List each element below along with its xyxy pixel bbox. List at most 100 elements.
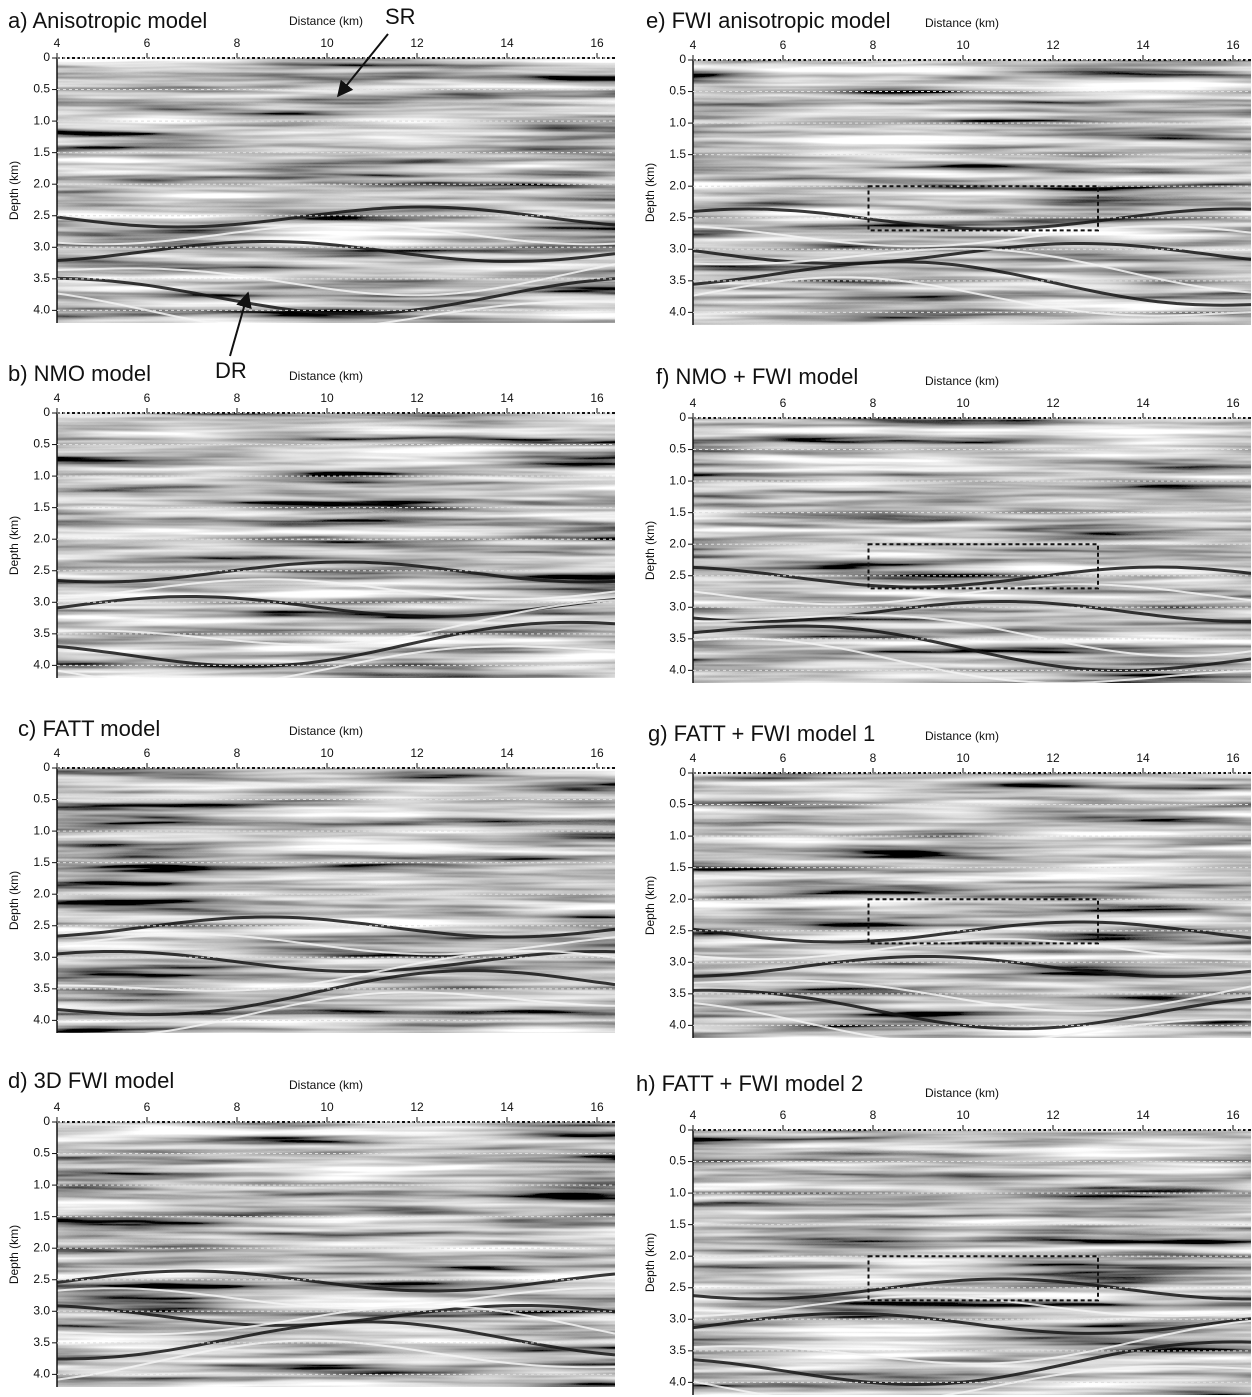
y-tick-label: 0.5: [33, 82, 50, 96]
reflectors: [57, 915, 615, 1033]
seismic-section: [57, 413, 615, 678]
y-axis-label: Depth (km): [7, 516, 21, 575]
x-tick-label: 12: [1046, 396, 1060, 410]
seismic-section: [693, 418, 1251, 683]
panel: h) FATT + FWI model 2 Distance (km) Depth …: [636, 1071, 1251, 1395]
y-tick-label: 3.0: [33, 1303, 50, 1317]
x-tick-label: 16: [1226, 38, 1240, 52]
reflector: [144, 991, 615, 1033]
y-tick-label: 4.0: [669, 1018, 686, 1032]
x-tick-label: 8: [234, 391, 241, 405]
x-tick-label: 12: [410, 746, 424, 760]
reflector: [57, 599, 615, 646]
panel-title: a) Anisotropic model: [8, 8, 207, 33]
y-tick-label: 0: [679, 1122, 686, 1136]
y-axis-label: Depth (km): [643, 163, 657, 222]
panel-title: f) NMO + FWI model: [656, 364, 858, 389]
x-tick-label: 10: [956, 38, 970, 52]
y-tick-label: 0.5: [669, 84, 686, 98]
x-tick-label: 4: [54, 391, 61, 405]
panel-title: d) 3D FWI model: [8, 1068, 174, 1093]
reflector: [693, 988, 1251, 1031]
y-tick-label: 1.5: [33, 145, 50, 159]
reflector: [693, 1340, 1251, 1387]
reflector: [57, 645, 615, 678]
y-tick-label: 2.5: [669, 568, 686, 582]
panel: b) NMO model Distance (km) Depth (km) 4 6 8 10…: [7, 361, 615, 678]
y-tick-label: 2.5: [33, 1272, 50, 1286]
x-tick-label: 12: [1046, 38, 1060, 52]
x-tick-label: 4: [54, 746, 61, 760]
annotation-arrow: [336, 33, 389, 98]
x-tick-label: 12: [410, 36, 424, 50]
reflector: [693, 600, 1251, 623]
y-tick-label: 4.0: [33, 1367, 50, 1381]
y-tick-label: 1.5: [669, 860, 686, 874]
reflector: [693, 1365, 1251, 1395]
y-tick-label: 2.0: [33, 176, 50, 190]
y-tick-label: 3.5: [33, 1335, 50, 1349]
y-tick-label: 2.5: [33, 563, 50, 577]
reflector: [57, 276, 615, 316]
x-tick-label: 6: [144, 1100, 151, 1114]
reflector: [693, 955, 1251, 978]
y-tick-label: 1.5: [669, 505, 686, 519]
reflectors: [57, 1269, 615, 1381]
x-tick-label: 4: [54, 36, 61, 50]
y-tick-label: 0: [43, 760, 50, 774]
x-tick-label: 4: [690, 1108, 697, 1122]
x-tick-label: 6: [780, 38, 787, 52]
y-tick-label: 2.5: [33, 918, 50, 932]
y-tick-label: 4.0: [33, 303, 50, 317]
reflector: [693, 1002, 1251, 1038]
x-tick-label: 8: [234, 746, 241, 760]
reflector: [57, 240, 615, 263]
reflector: [57, 223, 615, 246]
y-tick-label: 1.0: [669, 115, 686, 129]
seismic-section: [693, 1130, 1251, 1395]
reflector: [57, 950, 615, 973]
y-axis-label: Depth (km): [643, 521, 657, 580]
x-tick-label: 14: [500, 391, 514, 405]
seismic-section: [693, 773, 1251, 1038]
y-tick-label: 3.5: [669, 631, 686, 645]
y-tick-label: 3.0: [669, 241, 686, 255]
y-tick-label: 3.0: [33, 239, 50, 253]
y-tick-label: 1.5: [33, 855, 50, 869]
y-axis-label: Depth (km): [643, 876, 657, 935]
y-tick-label: 1.5: [669, 147, 686, 161]
reflector: [57, 595, 615, 618]
y-tick-label: 3.5: [669, 1343, 686, 1357]
y-axis-label: Depth (km): [7, 161, 21, 220]
panel: a) Anisotropic model Distance (km) Depth (…: [7, 4, 615, 383]
x-tick-label: 12: [410, 1100, 424, 1114]
seismic-section: [693, 60, 1251, 325]
y-tick-label: 3.5: [669, 273, 686, 287]
x-tick-label: 6: [780, 1108, 787, 1122]
y-tick-label: 1.0: [669, 1185, 686, 1199]
reflector: [57, 205, 615, 229]
x-tick-label: 10: [956, 751, 970, 765]
x-tick-label: 10: [320, 36, 334, 50]
x-tick-label: 16: [590, 746, 604, 760]
x-tick-label: 6: [780, 396, 787, 410]
y-tick-label: 3.0: [669, 954, 686, 968]
y-tick-label: 3.5: [669, 986, 686, 1000]
x-tick-label: 14: [500, 1100, 514, 1114]
highlight-box: [867, 543, 1099, 590]
reflector: [693, 1319, 1251, 1365]
x-tick-label: 14: [500, 36, 514, 50]
y-tick-label: 2.0: [669, 178, 686, 192]
x-tick-label: 8: [870, 1108, 877, 1122]
y-tick-label: 4.0: [669, 663, 686, 677]
highlight-box: [867, 185, 1099, 232]
reflector: [57, 1287, 615, 1310]
panel-title: c) FATT model: [18, 716, 160, 741]
seismic-section: [57, 768, 615, 1033]
x-axis-label: Distance (km): [289, 1078, 363, 1092]
y-tick-label: 2.5: [669, 1280, 686, 1294]
y-axis-label: Depth (km): [7, 871, 21, 930]
annotation-arrow: [229, 291, 252, 357]
panel: f) NMO + FWI model Distance (km) Depth (km…: [643, 364, 1251, 683]
y-tick-label: 2.0: [33, 1240, 50, 1254]
